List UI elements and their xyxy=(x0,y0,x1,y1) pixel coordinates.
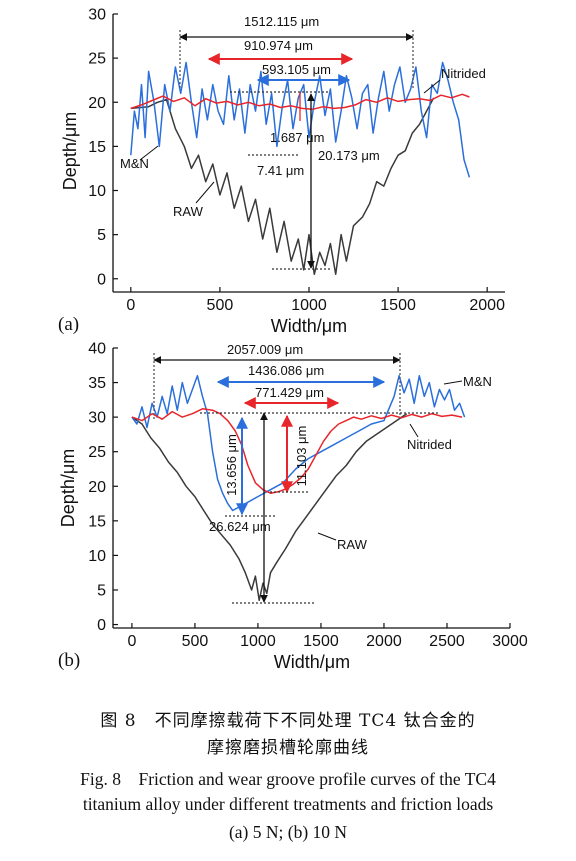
chart-a-annotations xyxy=(179,30,414,270)
y-tick-label: 35 xyxy=(88,375,106,392)
caption-en-line3: (a) 5 N; (b) 10 N xyxy=(228,822,348,842)
chart-b-panel-label: (b) xyxy=(58,650,80,671)
caption-cn-line2: 摩擦磨损槽轮廓曲线 xyxy=(207,738,369,758)
caption-en-line1: Fig. 8 Friction and wear groove profile … xyxy=(80,769,496,789)
caption-cn-line1: 图 8 不同摩擦载荷下不同处理 TC4 钛合金的 xyxy=(100,711,476,731)
y-tick-label: 30 xyxy=(88,410,106,427)
y-tick-label: 5 xyxy=(97,227,106,244)
series-line-nitrided xyxy=(130,93,470,111)
annot-1512-label: 1512.115 μm xyxy=(244,14,319,29)
chart-a-xticks: 0 500 1000 1500 2000 xyxy=(126,287,505,314)
legend-a-mn-leader xyxy=(139,145,159,161)
legend-a-nitrided: Nitrided xyxy=(441,66,486,81)
legend-a-raw-leader xyxy=(195,181,215,204)
legend-b-mn: M&N xyxy=(463,374,492,389)
annot-771-label: 771.429 μm xyxy=(255,385,324,400)
chart-b-ylabel: Depth/μm xyxy=(58,449,78,527)
x-tick-label: 1500 xyxy=(380,297,416,314)
y-tick-label: 40 xyxy=(88,341,106,358)
annot-2057-label: 2057.009 μm xyxy=(227,342,303,357)
annot-1687-label: 1.687 μm xyxy=(270,130,324,145)
annot-13656-label: 13.656 μm xyxy=(224,434,239,496)
x-tick-label: 2500 xyxy=(429,633,465,650)
y-tick-label: 15 xyxy=(88,139,106,156)
legend-b-nitrided-leader xyxy=(409,423,419,438)
x-tick-label: 2000 xyxy=(469,297,505,314)
y-tick-label: 0 xyxy=(97,271,106,288)
x-tick-label: 500 xyxy=(182,633,209,650)
y-tick-label: 30 xyxy=(88,7,106,24)
x-tick-label: 1500 xyxy=(303,633,339,650)
chart-b-series xyxy=(131,374,466,602)
y-tick-label: 10 xyxy=(88,183,106,200)
series-line-mn xyxy=(131,374,466,512)
chart-a-panel-label: (a) xyxy=(58,314,79,335)
y-tick-label: 20 xyxy=(88,95,106,112)
chart-a-series xyxy=(130,61,471,276)
chart-a-xlabel: Width/μm xyxy=(271,316,347,336)
x-tick-label: 0 xyxy=(126,297,135,314)
annot-1436-label: 1436.086 μm xyxy=(248,363,324,378)
legend-b-mn-leader xyxy=(443,380,463,385)
legend-a-raw: RAW xyxy=(173,204,204,219)
legend-a-mn: M&N xyxy=(120,156,149,171)
annot-910-label: 910.974 μm xyxy=(244,38,313,53)
series-line-mn xyxy=(130,61,471,178)
y-tick-label: 15 xyxy=(88,513,106,530)
annot-593-label: 593.105 μm xyxy=(262,62,331,77)
chart-b: 0 500 1000 1500 2000 2500 3000 0 5 10 15 20 25 30 35 4… xyxy=(58,341,528,673)
legend-b-raw: RAW xyxy=(337,537,368,552)
y-tick-label: 0 xyxy=(97,617,106,634)
y-tick-label: 25 xyxy=(88,51,106,68)
legend-b-nitrided: Nitrided xyxy=(407,437,452,452)
chart-b-annotations xyxy=(153,353,440,604)
y-tick-label: 10 xyxy=(88,548,106,565)
series-line-raw xyxy=(131,413,408,602)
series-line-raw xyxy=(130,97,435,276)
annot-26624-label: 26.624 μm xyxy=(209,519,271,534)
legend-b-raw-leader xyxy=(317,532,337,541)
chart-b-xlabel: Width/μm xyxy=(274,652,350,672)
x-tick-label: 1000 xyxy=(291,297,327,314)
x-tick-label: 2000 xyxy=(366,633,402,650)
chart-b-yticks: 0 5 10 15 20 25 30 35 40 xyxy=(88,341,118,634)
annot-11103-label: 11.103 μm xyxy=(294,426,309,487)
x-tick-label: 1000 xyxy=(240,633,276,650)
y-tick-label: 5 xyxy=(97,582,106,599)
annot-20173-label: 20.173 μm xyxy=(318,148,380,163)
x-tick-label: 3000 xyxy=(492,633,528,650)
caption-en-line2: titanium alloy under different treatment… xyxy=(82,794,494,814)
annot-741-label: 7.41 μm xyxy=(257,163,304,178)
legend-a-nitrided-leader xyxy=(423,79,441,94)
chart-a-ylabel: Depth/μm xyxy=(60,112,80,190)
y-tick-label: 25 xyxy=(88,444,106,461)
chart-a-yticks: 0 5 10 15 20 25 30 xyxy=(88,7,118,288)
y-tick-label: 20 xyxy=(88,479,106,496)
x-tick-label: 500 xyxy=(207,297,234,314)
series-line-nitrided xyxy=(131,408,463,494)
chart-a: 0 500 1000 1500 2000 0 5 10 15 20 25 30 1512.115 μ… xyxy=(58,7,505,337)
x-tick-label: 0 xyxy=(127,633,136,650)
chart-b-xticks: 0 500 1000 1500 2000 2500 3000 xyxy=(127,623,528,650)
